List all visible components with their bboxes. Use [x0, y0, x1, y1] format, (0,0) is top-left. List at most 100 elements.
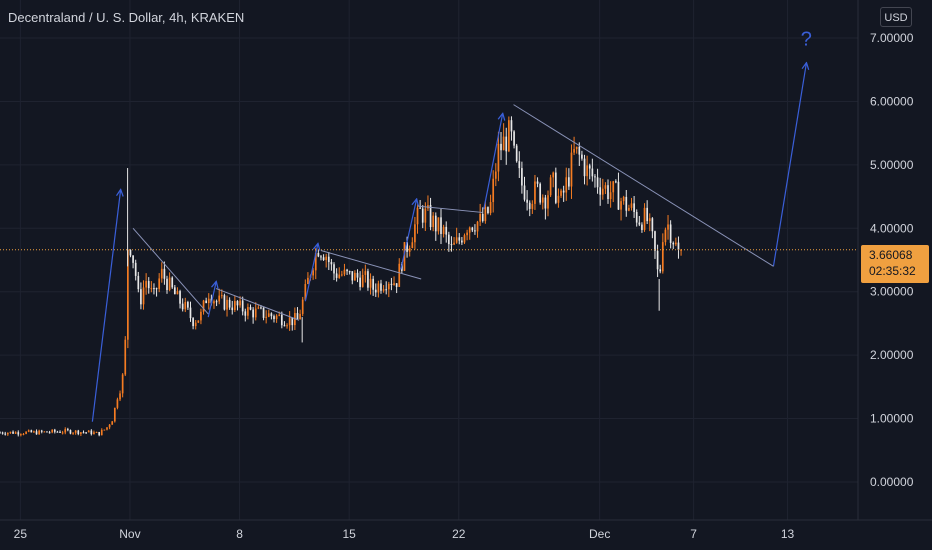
candle-body	[113, 407, 116, 422]
candle-body	[56, 431, 59, 433]
candle-body	[163, 268, 166, 279]
candle-body	[4, 433, 7, 435]
price-tick-label: 2.00000	[870, 348, 914, 362]
candle-body	[197, 320, 200, 323]
candle-body	[184, 302, 187, 310]
time-tick-label: 8	[236, 527, 243, 541]
time-tick-label: 15	[342, 527, 356, 541]
candle-body	[461, 240, 463, 243]
candle-body	[260, 307, 262, 309]
candles	[0, 116, 682, 437]
candle-body	[440, 217, 442, 234]
candle-body	[64, 429, 67, 433]
candle-body	[249, 307, 252, 310]
candle-body	[179, 291, 181, 304]
candle-body	[173, 287, 176, 295]
candle-body	[628, 207, 630, 211]
candle-body	[474, 230, 476, 232]
candle-body	[35, 431, 38, 435]
candle-body	[330, 262, 333, 265]
candle-body	[194, 322, 197, 327]
time-tick-label: 22	[452, 527, 466, 541]
candle-body	[578, 146, 581, 155]
candle-body	[406, 242, 408, 252]
candle-body	[635, 212, 638, 223]
candle-body	[617, 181, 620, 210]
candle-body	[22, 433, 25, 435]
candle-body	[265, 316, 268, 318]
candle-body	[549, 177, 552, 196]
candle-body	[171, 277, 174, 288]
candle-body	[189, 307, 192, 319]
candle-body	[343, 269, 346, 275]
candle-body	[338, 274, 341, 278]
candle-body	[552, 172, 555, 178]
time-tick-label: 13	[781, 527, 795, 541]
candle-body	[59, 431, 61, 433]
candle-body	[280, 314, 283, 326]
candle-body	[562, 190, 565, 193]
candle-body	[395, 283, 398, 287]
candle-body	[591, 168, 594, 177]
candle-body	[554, 172, 557, 203]
price-axis-labels: 7.00000 6.00000 5.00000 4.00000 3.00000 2.000…	[870, 31, 914, 489]
candle-body	[234, 301, 236, 311]
candle-body	[166, 278, 168, 291]
candle-body	[6, 432, 9, 435]
candle-body	[335, 273, 338, 278]
time-tick-label: 25	[14, 527, 28, 541]
candle-body	[421, 208, 424, 223]
candle-body	[633, 203, 635, 213]
candle-body	[528, 202, 531, 209]
candle-body	[614, 181, 617, 183]
candle-body	[463, 235, 466, 243]
candle-body	[168, 277, 171, 291]
candle-body	[492, 178, 495, 203]
impulse-arrow	[91, 190, 120, 422]
candle-body	[340, 274, 343, 276]
candle-body	[142, 287, 145, 305]
candle-body	[80, 432, 82, 435]
candle-body	[442, 226, 445, 234]
candle-body	[434, 215, 437, 232]
currency-button[interactable]: USD	[880, 7, 912, 27]
candle-body	[518, 161, 521, 169]
candle-body	[25, 431, 27, 434]
candle-body	[586, 165, 588, 177]
candle-body	[620, 201, 622, 210]
candle-body	[541, 197, 544, 203]
trendline	[132, 227, 209, 315]
candle-body	[641, 224, 643, 230]
candle-body	[625, 196, 628, 211]
candle-body	[95, 431, 98, 433]
trendline	[215, 288, 300, 321]
candle-body	[479, 213, 481, 222]
candle-body	[646, 207, 649, 222]
candle-body	[497, 143, 500, 172]
candle-body	[9, 431, 12, 433]
candle-body	[387, 283, 390, 290]
candle-body	[111, 421, 114, 425]
candle-body	[288, 317, 291, 326]
candle-body	[327, 256, 330, 263]
candle-body	[320, 256, 322, 258]
candle-body	[348, 271, 351, 273]
candle-body	[494, 171, 497, 179]
candle-body	[382, 289, 385, 291]
candle-body	[150, 288, 153, 290]
candle-body	[213, 301, 215, 304]
candle-body	[312, 270, 314, 276]
candle-body	[275, 315, 278, 319]
impulse-arrow	[400, 200, 417, 270]
candle-body	[654, 231, 656, 251]
candle-body	[570, 152, 573, 187]
candle-body	[226, 299, 228, 310]
candle-body	[46, 431, 48, 433]
candle-body	[377, 283, 380, 293]
candle-body	[539, 183, 542, 203]
candle-body	[314, 252, 317, 271]
candle-body	[453, 242, 455, 245]
candle-body	[367, 271, 369, 288]
